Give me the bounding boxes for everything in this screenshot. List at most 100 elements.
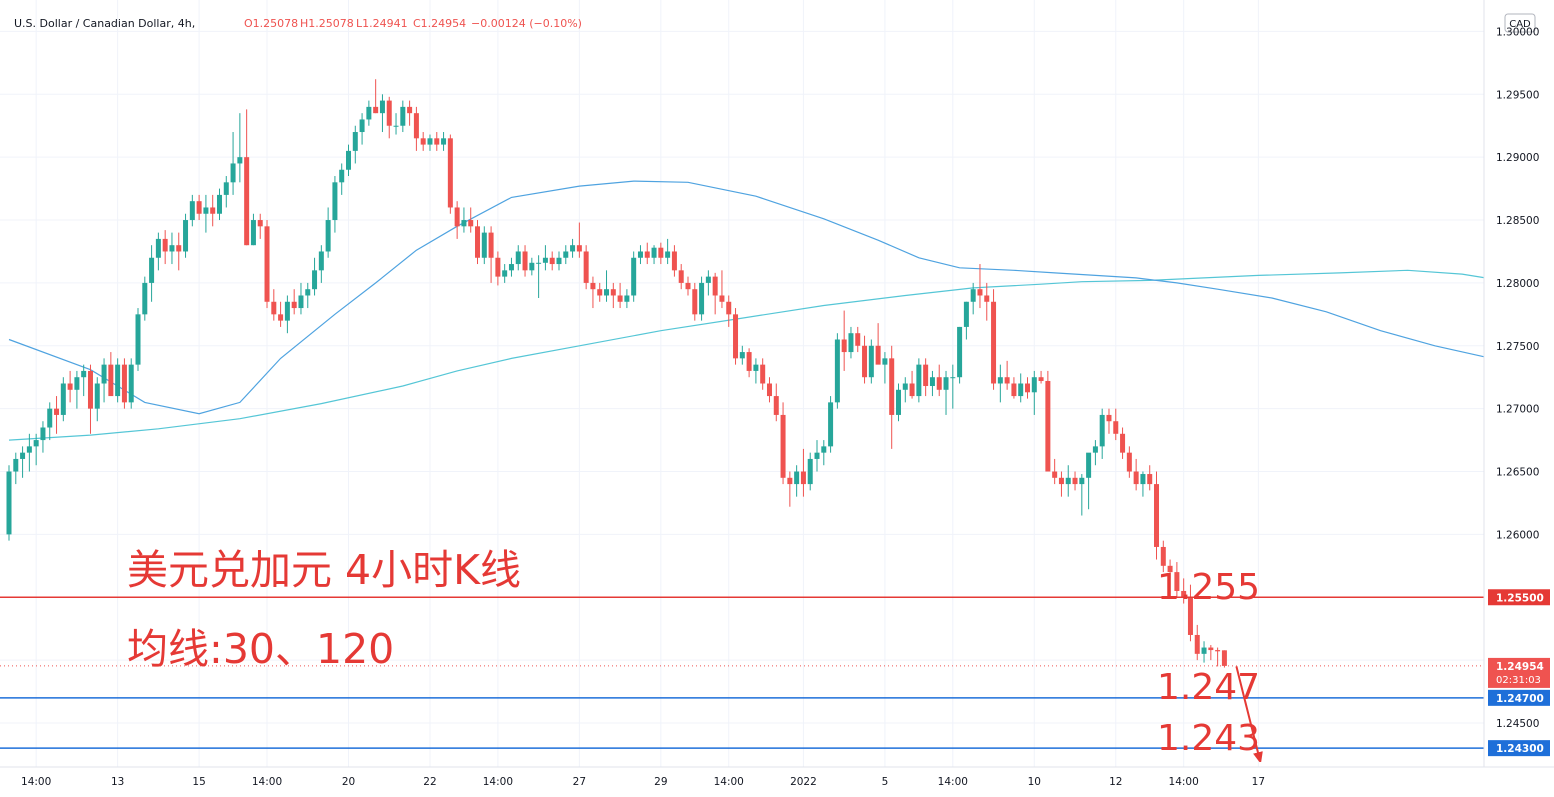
candle[interactable] <box>40 421 46 453</box>
candle[interactable] <box>515 245 521 271</box>
candle[interactable] <box>651 245 657 265</box>
candle[interactable] <box>1181 578 1187 604</box>
candle[interactable] <box>475 220 481 265</box>
candle[interactable] <box>1072 471 1078 491</box>
candle[interactable] <box>359 113 365 145</box>
candle[interactable] <box>576 222 582 258</box>
candle[interactable] <box>1113 408 1119 441</box>
candle[interactable] <box>563 245 569 265</box>
candle[interactable] <box>522 245 528 277</box>
candle[interactable] <box>454 201 460 239</box>
candle[interactable] <box>26 433 32 472</box>
candle[interactable] <box>1194 624 1200 661</box>
candle[interactable] <box>298 282 304 315</box>
candle[interactable] <box>875 323 881 365</box>
candle[interactable] <box>386 96 392 139</box>
candle[interactable] <box>766 377 772 403</box>
candle[interactable] <box>305 282 311 309</box>
candle[interactable] <box>81 364 87 397</box>
candle[interactable] <box>441 132 447 151</box>
candle[interactable] <box>447 134 453 214</box>
candle[interactable] <box>943 370 949 415</box>
candle[interactable] <box>183 213 189 258</box>
candle[interactable] <box>196 194 202 221</box>
candle[interactable] <box>101 358 107 403</box>
plot-background[interactable] <box>0 0 1484 767</box>
candle[interactable] <box>250 213 256 246</box>
candle[interactable] <box>570 238 576 258</box>
candle[interactable] <box>135 308 141 371</box>
candle[interactable] <box>719 270 725 309</box>
candle[interactable] <box>176 232 182 271</box>
candle[interactable] <box>1133 458 1139 491</box>
candle[interactable] <box>997 364 1003 403</box>
candle[interactable] <box>203 194 209 233</box>
candle[interactable] <box>902 377 908 403</box>
candle[interactable] <box>794 465 800 497</box>
candle[interactable] <box>1011 377 1017 399</box>
candle[interactable] <box>461 207 467 233</box>
candle[interactable] <box>977 264 983 309</box>
candle[interactable] <box>536 255 542 298</box>
candle[interactable] <box>862 335 868 384</box>
candle[interactable] <box>1065 465 1071 497</box>
candle[interactable] <box>780 402 786 485</box>
candle[interactable] <box>834 333 840 409</box>
candle[interactable] <box>583 245 589 290</box>
candle[interactable] <box>692 282 698 321</box>
candle[interactable] <box>393 113 399 135</box>
candle[interactable] <box>726 295 732 327</box>
candle[interactable] <box>658 242 664 265</box>
candle[interactable] <box>346 144 351 177</box>
candle[interactable] <box>1154 471 1160 560</box>
candle[interactable] <box>427 134 433 151</box>
candle[interactable] <box>855 326 861 353</box>
candle[interactable] <box>542 245 548 271</box>
candle[interactable] <box>1221 650 1227 668</box>
candle[interactable] <box>889 345 895 449</box>
candle[interactable] <box>508 257 514 277</box>
candle[interactable] <box>1126 446 1132 478</box>
candle[interactable] <box>33 433 39 466</box>
candle[interactable] <box>1187 584 1193 642</box>
candle[interactable] <box>210 194 216 227</box>
candle[interactable] <box>318 245 324 283</box>
candle[interactable] <box>223 176 229 208</box>
candle[interactable] <box>841 310 847 371</box>
candle[interactable] <box>916 358 922 403</box>
candle[interactable] <box>271 289 277 321</box>
time-axis[interactable] <box>0 767 1554 797</box>
candle[interactable] <box>468 207 474 233</box>
candle[interactable] <box>556 251 562 271</box>
candle[interactable] <box>821 440 827 466</box>
candle[interactable] <box>434 132 440 151</box>
candle[interactable] <box>407 100 413 126</box>
candle[interactable] <box>1160 540 1166 573</box>
candle[interactable] <box>1099 408 1105 459</box>
candle[interactable] <box>1208 645 1214 661</box>
candle[interactable] <box>848 326 854 359</box>
candle[interactable] <box>339 163 345 195</box>
candle[interactable] <box>6 465 12 541</box>
candle[interactable] <box>230 132 236 195</box>
candle[interactable] <box>1018 373 1024 403</box>
candle[interactable] <box>74 370 80 409</box>
candle[interactable] <box>502 264 508 283</box>
candle[interactable] <box>121 358 127 409</box>
candle[interactable] <box>366 100 372 126</box>
candle[interactable] <box>94 377 100 422</box>
candle[interactable] <box>1215 647 1221 667</box>
candle[interactable] <box>60 377 66 422</box>
candle[interactable] <box>149 245 155 302</box>
candle[interactable] <box>957 326 963 384</box>
candle[interactable] <box>87 364 93 434</box>
candle[interactable] <box>617 282 623 309</box>
candle[interactable] <box>1058 471 1064 497</box>
candle[interactable] <box>773 383 779 422</box>
candle[interactable] <box>712 272 718 315</box>
candle[interactable] <box>665 238 671 265</box>
candle[interactable] <box>604 270 610 302</box>
candle[interactable] <box>1052 458 1058 485</box>
candle[interactable] <box>624 289 630 309</box>
candle[interactable] <box>291 289 297 315</box>
